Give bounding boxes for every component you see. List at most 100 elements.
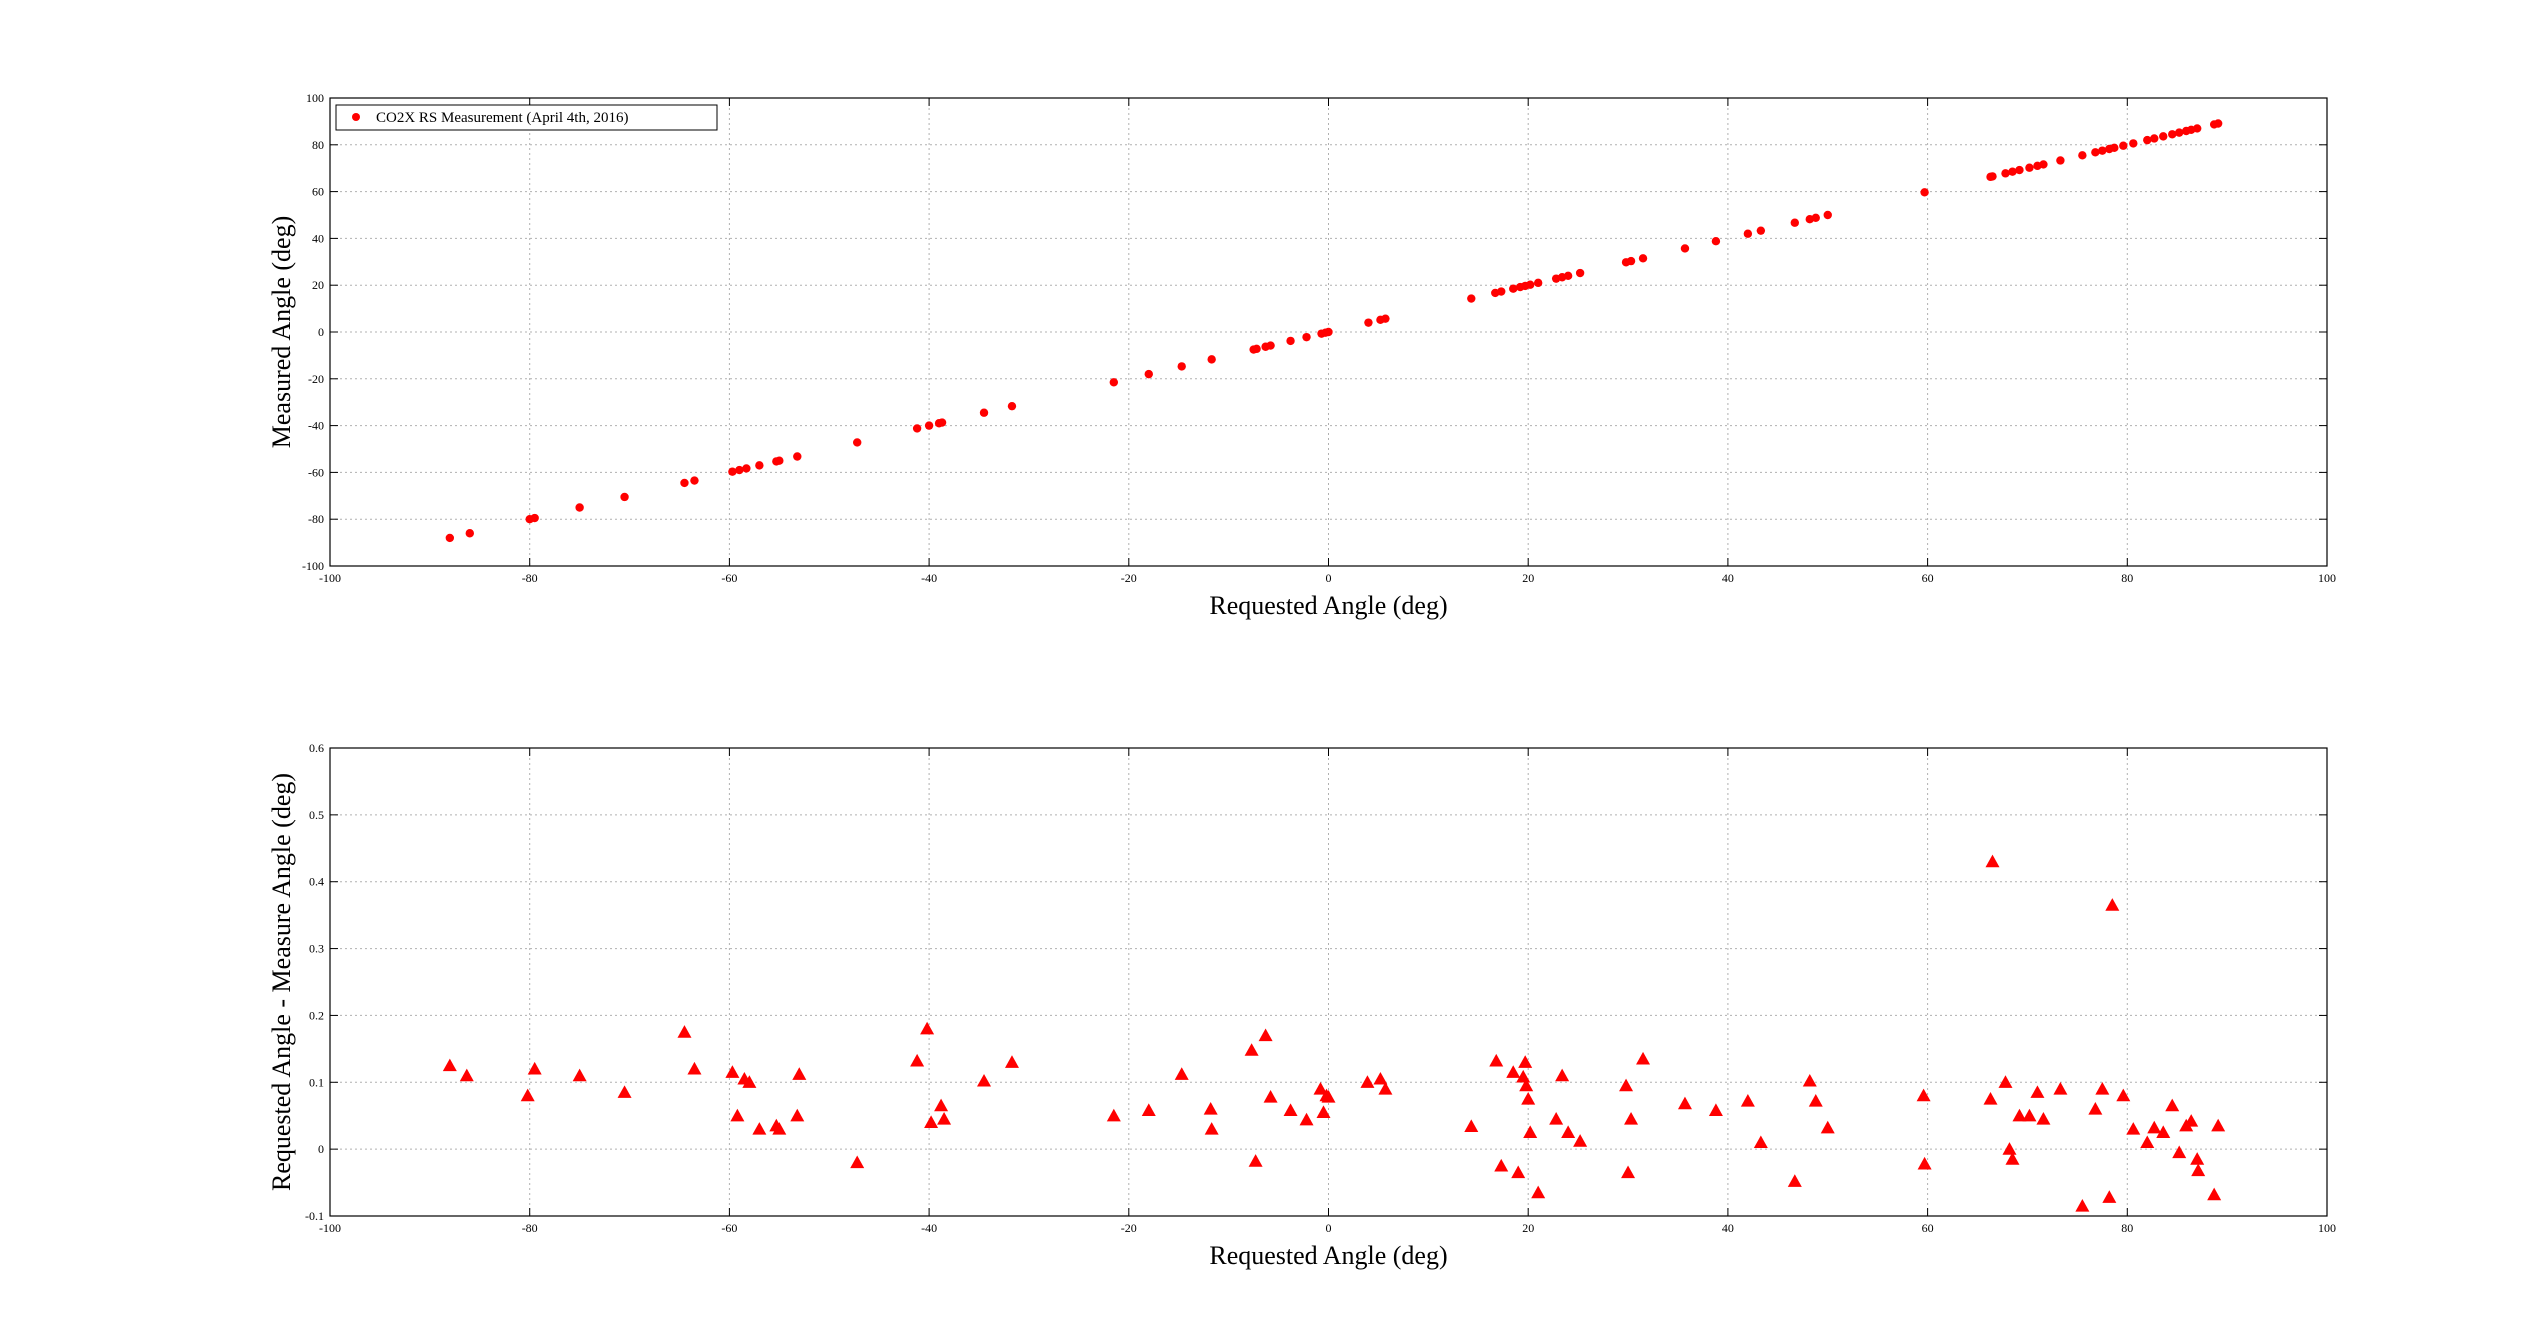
data-point xyxy=(1988,172,1997,181)
data-point xyxy=(1555,1068,1570,1082)
data-point xyxy=(1511,1165,1526,1179)
x-tick-label: 40 xyxy=(1722,1221,1734,1235)
data-point xyxy=(1787,1174,1802,1187)
y-tick-label: -60 xyxy=(308,465,324,479)
data-point xyxy=(2036,1112,2051,1125)
data-point xyxy=(1708,1103,1723,1116)
data-point xyxy=(1790,218,1799,227)
data-point xyxy=(912,424,922,433)
data-point xyxy=(1324,327,1333,337)
legend-marker xyxy=(352,113,360,121)
data-point xyxy=(690,476,699,485)
data-point xyxy=(1575,268,1585,278)
data-point xyxy=(775,456,784,465)
data-point xyxy=(1509,284,1518,293)
data-point xyxy=(617,1085,632,1098)
data-point xyxy=(2168,130,2177,139)
data-point xyxy=(459,1068,474,1082)
data-point xyxy=(2012,1108,2027,1122)
data-point xyxy=(442,1058,457,1072)
data-point xyxy=(742,464,751,473)
data-point xyxy=(1638,254,1648,263)
data-point xyxy=(527,1061,542,1075)
data-point xyxy=(677,1025,692,1038)
data-point xyxy=(2175,128,2184,137)
x-axis-title: Requested Angle (deg) xyxy=(1209,1241,1447,1270)
data-point xyxy=(728,467,737,476)
x-tick-label: -80 xyxy=(522,1221,538,1235)
data-point xyxy=(2116,1088,2131,1102)
data-point xyxy=(2213,119,2223,128)
data-point xyxy=(772,1122,787,1135)
legend-box xyxy=(335,104,718,131)
data-point xyxy=(1174,1067,1189,1080)
data-point xyxy=(1636,1051,1651,1065)
x-axis-title: Requested Angle (deg) xyxy=(1209,591,1447,620)
data-point xyxy=(2184,1114,2199,1127)
data-point xyxy=(924,421,934,430)
data-point xyxy=(1283,1103,1298,1116)
x-tick-label: 0 xyxy=(1326,571,1332,585)
data-point xyxy=(2022,1108,2037,1122)
data-point xyxy=(2105,898,2120,911)
data-point xyxy=(1525,280,1535,289)
y-tick-label: 0.6 xyxy=(309,741,324,755)
data-point xyxy=(1985,854,2000,868)
data-point xyxy=(1624,1112,1639,1125)
data-point xyxy=(1467,294,1476,303)
x-tick-label: 60 xyxy=(1922,571,1934,585)
data-point xyxy=(1531,1185,1546,1199)
data-point xyxy=(1244,1043,1259,1056)
data-point xyxy=(1321,1089,1336,1103)
data-point xyxy=(2095,1081,2110,1095)
data-point xyxy=(1258,1028,1273,1042)
data-point xyxy=(1266,341,1275,350)
data-point xyxy=(1998,1075,2013,1088)
data-point xyxy=(687,1061,702,1075)
x-tick-label: 60 xyxy=(1922,1221,1934,1235)
tick-layer: -100 -80 -60 -40 -20 0 20 40 60 80 100 -0.1 0 0.1 0.2 0… xyxy=(305,741,2336,1235)
data-point xyxy=(575,503,584,512)
data-point xyxy=(1381,314,1390,323)
data-point xyxy=(2039,160,2048,169)
x-tick-label: 20 xyxy=(1522,571,1534,585)
data-point xyxy=(1313,1081,1328,1095)
x-tick-label: 100 xyxy=(2318,1221,2336,1235)
data-point xyxy=(1263,1089,1278,1103)
data-point xyxy=(1549,1112,1564,1125)
data-point xyxy=(793,452,802,461)
data-point xyxy=(1820,1120,1835,1134)
y-tick-label: 40 xyxy=(312,231,324,245)
data-point xyxy=(2002,1142,2017,1155)
data-point xyxy=(2126,1122,2141,1135)
data-point xyxy=(730,1108,745,1122)
data-point xyxy=(2088,1102,2103,1115)
x-tick-label: 80 xyxy=(2121,571,2133,585)
y-axis-title: Requested Angle - Measure Angle (deg) xyxy=(267,773,296,1191)
x-tick-label: -40 xyxy=(921,1221,937,1235)
data-point xyxy=(1286,336,1295,346)
data-point xyxy=(1204,1122,1219,1135)
data-point xyxy=(445,533,455,543)
x-tick-label: 20 xyxy=(1522,1221,1534,1235)
data-point xyxy=(1248,1154,1263,1167)
data-point xyxy=(1680,244,1690,253)
data-point xyxy=(1983,1092,1998,1105)
x-tick-label: 40 xyxy=(1722,571,1734,585)
x-tick-label: -100 xyxy=(319,1221,341,1235)
data-point xyxy=(1920,188,1929,197)
data-point xyxy=(1917,1156,1932,1170)
data-point xyxy=(1626,256,1636,266)
data-point xyxy=(1464,1119,1479,1133)
data-point xyxy=(920,1021,935,1035)
data-point xyxy=(937,418,947,427)
data-point xyxy=(742,1075,757,1088)
legend: CO2X RS Measurement (April 4th, 2016) xyxy=(335,104,718,131)
data-point xyxy=(1519,1078,1534,1092)
data-point xyxy=(2143,135,2152,145)
data-point xyxy=(1621,1165,1636,1179)
data-point xyxy=(2147,1120,2162,1134)
data-point xyxy=(2005,1152,2020,1165)
